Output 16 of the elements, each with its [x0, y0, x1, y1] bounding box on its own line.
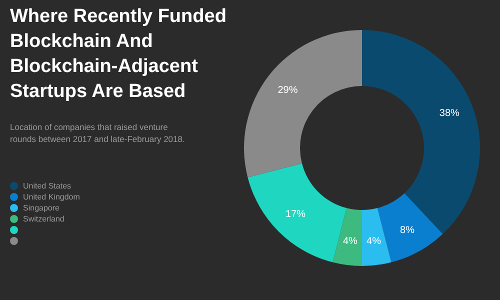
data-label: 8%	[400, 224, 415, 236]
text: Location of companies that raised venture rounds between 2017 and late-February 2018.	[10, 122, 185, 144]
donut-slice	[244, 30, 362, 178]
data-label: 4%	[342, 236, 358, 247]
legend-label: United States	[23, 182, 72, 190]
donut-slice	[332, 208, 362, 266]
legend-label: United Kingdom	[23, 192, 80, 202]
data-label: 4%	[366, 236, 382, 247]
text: Where Recently Funded Blockchain And Blockchain-Adjacent Startups Are Based	[10, 6, 226, 102]
data-label: 38%	[439, 108, 460, 119]
donut-slice	[362, 30, 480, 234]
donut-slice	[362, 208, 392, 266]
legend-label: Switzerland	[23, 214, 64, 224]
data-label: 17%	[286, 208, 306, 220]
legend-label: Singapore	[23, 204, 60, 212]
data-label: 29%	[278, 84, 298, 96]
